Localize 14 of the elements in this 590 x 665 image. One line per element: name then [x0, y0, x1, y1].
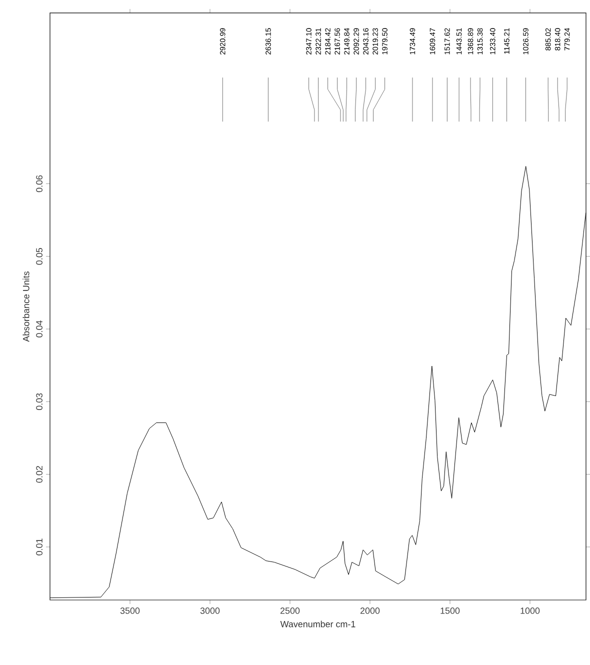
x-axis-title: Wavenumber cm-1	[280, 620, 356, 628]
x-tick-label: 3000	[200, 608, 220, 614]
y-tick-label: 0.04	[36, 320, 42, 338]
y-tick-label: 0.03	[36, 393, 42, 410]
x-tick-label: 1000	[520, 608, 540, 614]
y-tick-label: 0.05	[36, 248, 42, 265]
x-tick-label: 3500	[120, 608, 140, 614]
x-tick-label: 1500	[440, 608, 460, 614]
x-tick-label: 2500	[280, 608, 300, 614]
y-tick-label: 0.06	[36, 175, 42, 192]
y-axis-title: Absorbance Units	[22, 271, 30, 342]
x-tick-label: 2000	[360, 608, 380, 614]
y-tick-label: 0.01	[36, 538, 42, 556]
y-tick-label: 0.02	[36, 466, 42, 483]
